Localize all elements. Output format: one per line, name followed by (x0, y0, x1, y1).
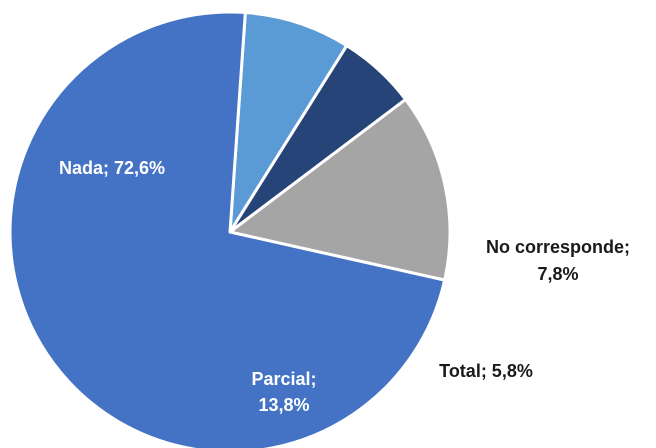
pie-slice-nada (8, 10, 447, 448)
data-label-total: Total; 5,8% (439, 361, 533, 381)
data-label-parcial: Parcial; 13,8% (251, 369, 316, 415)
data-label-line: Total; 5,8% (439, 361, 533, 381)
pie-slice-no-corresponde (228, 11, 349, 234)
data-label-line: Parcial; (251, 369, 316, 389)
pie-slices (8, 10, 452, 448)
data-label-line: 7,8% (537, 264, 578, 284)
data-label-line: Nada; 72,6% (59, 158, 165, 178)
data-label-line: 13,8% (258, 395, 309, 415)
pie-labels: No corresponde; 7,8% Total; 5,8% Parcial; 13… (59, 158, 630, 415)
data-label-no-corresponde: No corresponde; 7,8% (486, 237, 630, 284)
data-label-line: No corresponde; (486, 237, 630, 257)
data-label-nada: Nada; 72,6% (59, 158, 165, 178)
pie-slice-parcial (228, 97, 452, 282)
